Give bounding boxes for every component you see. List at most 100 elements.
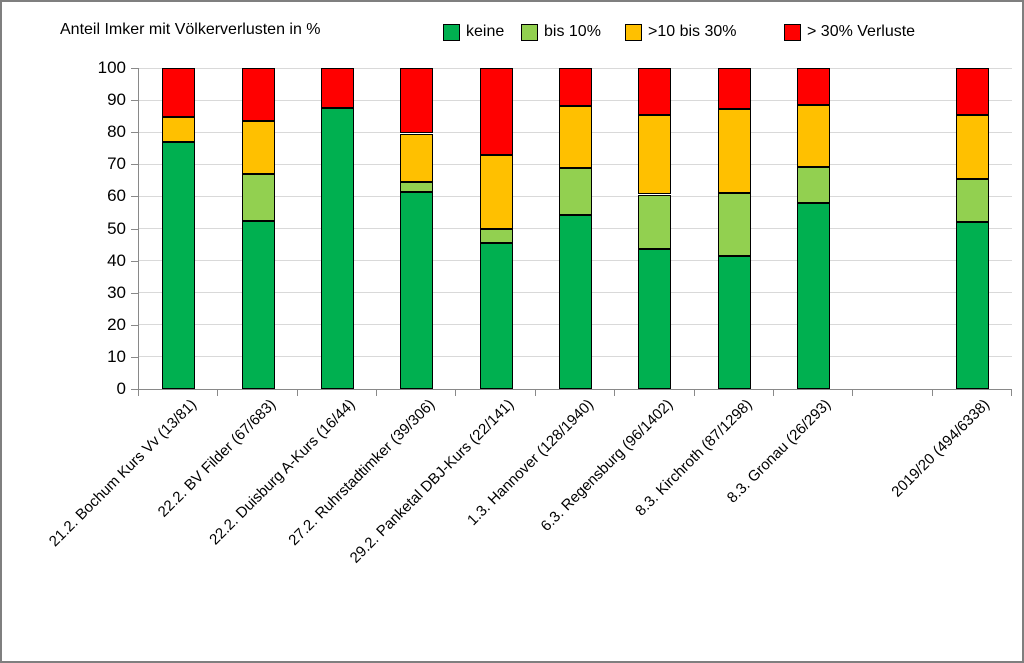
bar-segment-bis-10- bbox=[479, 228, 513, 244]
y-tick-mark bbox=[131, 228, 138, 230]
bar bbox=[320, 68, 354, 389]
y-axis-label: 50 bbox=[107, 218, 126, 238]
bar-segment-keine bbox=[162, 141, 196, 389]
legend-label: keine bbox=[466, 23, 505, 40]
x-axis-label: 29.2. Panketal DBJ-Kurs (22/141) bbox=[346, 396, 518, 567]
y-tick-mark bbox=[131, 389, 138, 390]
bar-segment--10-bis-30- bbox=[717, 108, 751, 194]
bar-segment-bis-10- bbox=[797, 167, 831, 204]
legend-item: keine bbox=[443, 22, 504, 42]
x-tick-mark bbox=[217, 390, 219, 396]
x-axis-label: 22.2. Duisburg A-Kurs (16/44) bbox=[206, 396, 359, 549]
bar-segment-bis-10- bbox=[559, 167, 592, 215]
legend-item: >10 bis 30% bbox=[625, 22, 737, 42]
y-axis-label: 90 bbox=[107, 90, 126, 110]
x-axis-label: 2019/20 (494/6338) bbox=[888, 396, 994, 501]
bar bbox=[400, 68, 434, 389]
x-axis-label: 27.2. Ruhrstadtimker (39/306) bbox=[284, 396, 438, 549]
bar-segment--30-verluste bbox=[797, 68, 831, 106]
x-tick-mark bbox=[455, 390, 457, 396]
x-tick-mark bbox=[852, 390, 854, 396]
legend-item: bis 10% bbox=[521, 22, 601, 42]
bar-segment--30-verluste bbox=[479, 68, 513, 156]
bar bbox=[955, 68, 989, 389]
bar bbox=[717, 68, 751, 389]
x-axis-label: 6.3. Regensburg (96/1402) bbox=[537, 396, 676, 535]
y-tick-mark bbox=[131, 356, 138, 358]
bar-segment-bis-10- bbox=[955, 179, 989, 223]
bar-segment--10-bis-30- bbox=[241, 120, 275, 174]
bar-segment-keine bbox=[400, 191, 434, 389]
bar-segment-keine bbox=[717, 256, 751, 389]
bar bbox=[241, 68, 275, 389]
y-tick-mark bbox=[131, 292, 138, 294]
legend-swatch bbox=[521, 23, 538, 41]
y-tick-mark bbox=[131, 164, 138, 166]
bar bbox=[638, 68, 672, 389]
legend-item: > 30% Verluste bbox=[784, 22, 915, 42]
y-tick-mark bbox=[131, 324, 138, 326]
bar bbox=[162, 68, 196, 389]
y-axis-label: 40 bbox=[107, 250, 126, 270]
x-tick-mark bbox=[772, 390, 774, 396]
bar-segment--10-bis-30- bbox=[638, 115, 672, 195]
bar-segment-keine bbox=[955, 222, 989, 389]
legend-label: >10 bis 30% bbox=[648, 23, 737, 40]
x-axis-label: 21.2. Bochum Kurs Vv (13/81) bbox=[45, 396, 200, 551]
bar-segment-keine bbox=[241, 221, 275, 389]
bar-segment-keine bbox=[559, 214, 592, 389]
chart-title: Anteil Imker mit Völkerverlusten in % bbox=[60, 21, 321, 38]
bar-segment-bis-10- bbox=[400, 181, 434, 192]
bar-segment-keine bbox=[479, 243, 513, 389]
y-axis-label: 60 bbox=[107, 186, 126, 206]
x-tick-mark bbox=[296, 390, 298, 396]
x-tick-mark bbox=[138, 390, 139, 396]
y-tick-mark bbox=[131, 132, 138, 134]
y-axis-label: 0 bbox=[116, 379, 126, 398]
x-tick-mark bbox=[614, 390, 616, 396]
bar bbox=[797, 68, 831, 389]
bar bbox=[559, 68, 592, 389]
bar-segment--10-bis-30- bbox=[559, 106, 592, 168]
bar-segment--10-bis-30- bbox=[400, 133, 434, 182]
y-tick-mark bbox=[131, 100, 138, 102]
bar-segment--30-verluste bbox=[241, 68, 275, 121]
bar-segment-keine bbox=[320, 108, 354, 389]
y-axis-label: 100 bbox=[97, 58, 126, 77]
bar-segment--30-verluste bbox=[400, 68, 434, 134]
x-tick-mark bbox=[376, 390, 378, 396]
x-tick-mark bbox=[1011, 390, 1012, 396]
legend-label: > 30% Verluste bbox=[807, 23, 916, 40]
y-axis-label: 80 bbox=[107, 122, 126, 142]
y-axis-label: 10 bbox=[107, 346, 126, 366]
bar-segment--30-verluste bbox=[559, 68, 592, 107]
bar-segment--30-verluste bbox=[717, 68, 751, 109]
bar-segment--30-verluste bbox=[162, 68, 196, 118]
bar-segment--30-verluste bbox=[955, 68, 989, 115]
bar-segment--10-bis-30- bbox=[162, 117, 196, 142]
x-tick-mark bbox=[931, 390, 933, 396]
legend-swatch bbox=[784, 23, 801, 41]
y-axis-label: 70 bbox=[107, 154, 126, 174]
bar-segment-keine bbox=[638, 248, 672, 389]
y-tick-mark bbox=[131, 68, 138, 69]
y-tick-mark bbox=[131, 260, 138, 262]
y-tick-mark bbox=[131, 196, 138, 198]
bar-segment--30-verluste bbox=[638, 68, 672, 116]
legend-label: bis 10% bbox=[544, 23, 601, 40]
bar-segment--30-verluste bbox=[320, 68, 354, 109]
gridline bbox=[139, 67, 1012, 69]
bar bbox=[479, 68, 513, 389]
bar-segment-bis-10- bbox=[241, 173, 275, 222]
y-axis-label: 20 bbox=[107, 314, 126, 334]
y-axis-label: 30 bbox=[107, 282, 126, 302]
bar-segment--10-bis-30- bbox=[797, 105, 831, 168]
bar-segment--10-bis-30- bbox=[479, 155, 513, 229]
bar-segment-keine bbox=[797, 203, 831, 389]
bar-segment--10-bis-30- bbox=[955, 114, 989, 180]
legend-swatch bbox=[443, 23, 460, 41]
bar-segment-bis-10- bbox=[717, 193, 751, 257]
plot-area bbox=[138, 67, 1012, 390]
x-tick-mark bbox=[534, 390, 536, 396]
